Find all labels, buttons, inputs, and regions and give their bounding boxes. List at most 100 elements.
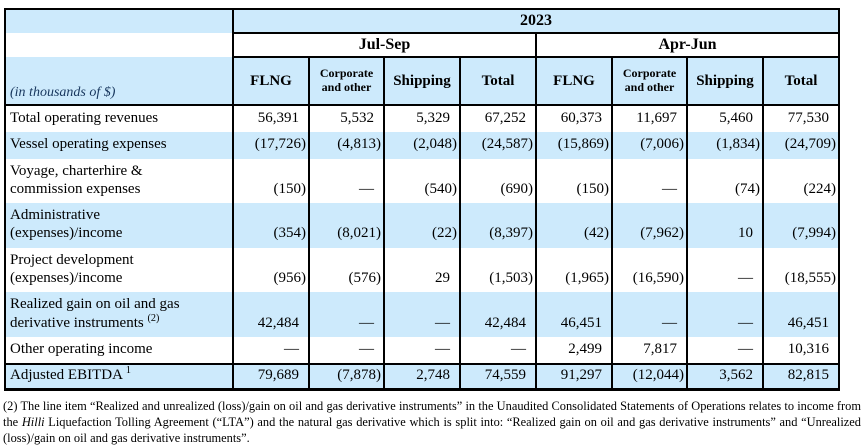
value-cell: 2,499 <box>535 336 612 365</box>
row-label: Adjusted EBITDA 1 <box>5 363 233 390</box>
footnote-hilli: Hilli <box>21 414 45 429</box>
value-cell: (4,813) <box>308 132 384 159</box>
column-header-flng: FLNG <box>232 57 309 106</box>
table-row: Other operating income — — — —2,499 7,817—10,… <box>5 336 839 365</box>
table-row: Total operating revenues 56,391 5,532 5,329… <box>5 105 839 133</box>
value-cell: (42) <box>535 203 612 248</box>
value-cell: 56,391 <box>232 105 309 133</box>
row-label-superscript: 1 <box>125 365 131 377</box>
year-header-row: 2023 <box>5 9 839 34</box>
value-cell: (224) <box>762 158 839 204</box>
table-row: Adjusted EBITDA 1 79,689 (7,878) 2,748 74,55… <box>5 363 839 390</box>
value-cell: 46,451 <box>535 292 612 337</box>
table-row: Project development (expenses)/income (95… <box>5 247 839 293</box>
value-cell: 42,484 <box>232 292 309 337</box>
footnote: (2) The line item “Realized and unrealiz… <box>3 398 861 446</box>
value-cell: — <box>686 336 763 365</box>
value-cell: (7,962) <box>611 203 687 248</box>
value-cell: (7,006) <box>611 132 687 159</box>
table-body: Total operating revenues 56,391 5,532 5,329… <box>5 105 839 390</box>
value-cell: (354) <box>232 203 309 248</box>
value-cell: — <box>383 336 460 365</box>
table-row: Administrative (expenses)/income (354) (8,… <box>5 203 839 248</box>
row-label: Total operating revenues <box>10 110 159 126</box>
value-cell: 67,252 <box>459 105 536 133</box>
value-cell: — <box>459 336 536 365</box>
value-cell: (956) <box>232 247 309 293</box>
value-cell: 10 <box>686 203 763 248</box>
column-header-corporate: Corporate and other <box>308 57 384 106</box>
period-header-row: Jul-Sep Apr-Jun <box>5 33 839 58</box>
segment-results-table: 2023 Jul-Sep Apr-Jun (in thousands of $)… <box>4 8 840 391</box>
value-cell: 46,451 <box>762 292 839 337</box>
footnote-text-1: (2) The line item “Realized and unrealiz… <box>3 398 861 429</box>
value-cell: — <box>611 292 687 337</box>
value-cell: 2,748 <box>383 363 460 390</box>
value-cell: (8,397) <box>459 203 536 248</box>
corner-cell-middle <box>5 33 233 57</box>
corner-cell-top <box>5 9 233 33</box>
value-cell: 5,532 <box>308 105 384 133</box>
column-header-shipping: Shipping <box>383 57 460 106</box>
year-header-cell: 2023 <box>232 9 839 34</box>
period-header-jul-sep: Jul-Sep <box>232 33 536 58</box>
value-cell: — <box>308 158 384 204</box>
value-cell: 11,697 <box>611 105 687 133</box>
value-cell: — <box>308 336 384 365</box>
row-label: Realized gain on oil and gas derivative … <box>10 296 180 331</box>
unit-label: (in thousands of $) <box>5 57 233 106</box>
value-cell: (24,587) <box>459 132 536 159</box>
value-cell: 5,460 <box>686 105 763 133</box>
period-header-apr-jun: Apr-Jun <box>535 33 839 58</box>
column-header-row: (in thousands of $) FLNG Corporate and o… <box>5 57 839 106</box>
row-label-superscript: (2) <box>147 312 160 324</box>
value-cell: 60,373 <box>535 105 612 133</box>
value-cell: 29 <box>383 247 460 293</box>
row-label: Other operating income <box>10 340 153 357</box>
value-cell: (1,965) <box>535 247 612 293</box>
value-cell: (1,834) <box>686 132 763 159</box>
value-cell: — <box>308 292 384 337</box>
row-label: Project development (expenses)/income <box>10 251 134 287</box>
value-cell: — <box>686 247 763 293</box>
table-row: Vessel operating expenses (17,726) (4,813)… <box>5 132 839 159</box>
value-cell: (24,709) <box>762 132 839 159</box>
value-cell: (16,590) <box>611 247 687 293</box>
value-cell: (540) <box>383 158 460 204</box>
value-cell: (7,994) <box>762 203 839 248</box>
value-cell: (2,048) <box>383 132 460 159</box>
column-header-corporate-2: Corporate and other <box>611 57 687 106</box>
value-cell: (576) <box>308 247 384 293</box>
value-cell: — <box>383 292 460 337</box>
value-cell: (18,555) <box>762 247 839 293</box>
row-label: Vessel operating expenses <box>10 136 167 153</box>
row-label: Voyage, charterhire & commission expense… <box>10 162 143 197</box>
footnote-text-2: Liquefaction Tolling Agreement (“LTA”) a… <box>3 414 861 445</box>
value-cell: (17,726) <box>232 132 309 159</box>
value-cell: 74,559 <box>459 363 536 390</box>
value-cell: 91,297 <box>535 363 612 390</box>
value-cell: (1,503) <box>459 247 536 293</box>
value-cell: (15,869) <box>535 132 612 159</box>
value-cell: — <box>611 158 687 204</box>
value-cell: — <box>686 292 763 337</box>
value-cell: (74) <box>686 158 763 204</box>
value-cell: 82,815 <box>762 363 839 390</box>
value-cell: (7,878) <box>308 363 384 390</box>
value-cell: 5,329 <box>383 105 460 133</box>
value-cell: 3,562 <box>686 363 763 390</box>
table-row: Voyage, charterhire & commission expense… <box>5 158 839 204</box>
value-cell: — <box>232 336 309 365</box>
column-header-total: Total <box>459 57 536 106</box>
value-cell: (150) <box>232 158 309 204</box>
value-cell: 77,530 <box>762 105 839 133</box>
value-cell: 10,316 <box>762 336 839 365</box>
value-cell: (12,044) <box>611 363 687 390</box>
table-row: Realized gain on oil and gas derivative … <box>5 292 839 337</box>
value-cell: (150) <box>535 158 612 204</box>
column-header-flng-2: FLNG <box>535 57 612 106</box>
value-cell: 79,689 <box>232 363 309 390</box>
value-cell: (690) <box>459 158 536 204</box>
value-cell: (22) <box>383 203 460 248</box>
